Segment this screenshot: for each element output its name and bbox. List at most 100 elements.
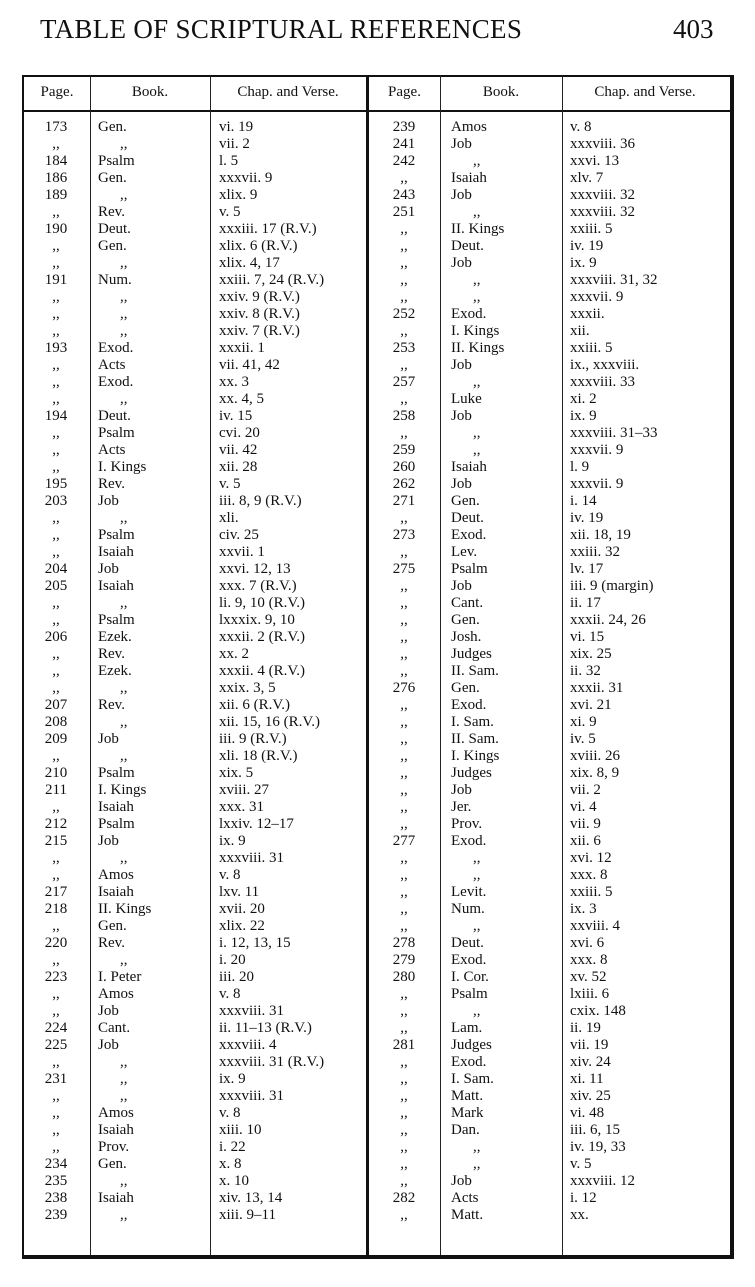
book-cell: Prov.: [98, 1139, 130, 1155]
chapter-verse-cell: vii. 2: [219, 136, 250, 152]
page-cell: 273: [392, 527, 416, 543]
chapter-verse-cell: xlix. 6 (R.V.): [219, 238, 298, 254]
chapter-verse-cell: iii. 6, 15: [570, 1122, 621, 1138]
page-cell: ,,: [52, 918, 60, 934]
page-cell: 190: [44, 221, 68, 237]
book-cell: Gen.: [98, 170, 127, 186]
book-cell: Deut.: [451, 510, 484, 526]
book-cell: Job: [98, 493, 119, 509]
page-cell: ,,: [400, 170, 408, 186]
header-chap-verse: Chap. and Verse.: [237, 84, 339, 100]
book-cell: I. Cor.: [451, 969, 489, 985]
chapter-verse-cell: vi. 48: [570, 1105, 605, 1121]
header-chap-verse: Chap. and Verse.: [594, 84, 696, 100]
chapter-verse-cell: xxxvii. 9: [219, 170, 273, 186]
book-cell: Jer.: [451, 799, 472, 815]
page-cell: ,,: [52, 289, 60, 305]
chapter-verse-cell: v. 8: [219, 986, 241, 1002]
chapter-verse-cell: v. 5: [570, 1156, 592, 1172]
chapter-verse-cell: iii. 20: [219, 969, 255, 985]
page-cell: ,,: [52, 799, 60, 815]
page-cell: 217: [44, 884, 68, 900]
page-cell: 276: [392, 680, 416, 696]
book-cell: Job: [98, 1037, 119, 1053]
book-cell: Judges: [451, 646, 492, 662]
book-cell: ,,: [473, 1003, 481, 1019]
page-cell: ,,: [400, 357, 408, 373]
book-cell: Job: [98, 561, 119, 577]
page-cell: 231: [44, 1071, 68, 1087]
book-cell: Gen.: [98, 1156, 127, 1172]
book-cell: ,,: [120, 306, 128, 322]
chapter-verse-cell: xxxii. 31: [570, 680, 624, 696]
page-cell: ,,: [400, 1173, 408, 1189]
book-cell: ,,: [473, 867, 481, 883]
page-cell: ,,: [400, 1088, 408, 1104]
chapter-verse-cell: xxx. 31: [219, 799, 264, 815]
book-cell: Job: [451, 255, 472, 271]
page-cell: ,,: [400, 850, 408, 866]
page-cell: ,,: [400, 1054, 408, 1070]
page-cell: 204: [44, 561, 68, 577]
book-cell: Isaiah: [451, 459, 487, 475]
header-book: Book.: [131, 84, 169, 100]
chapter-verse-cell: iv. 19: [570, 238, 604, 254]
book-cell: Job: [98, 833, 119, 849]
page-number: 403: [673, 14, 714, 44]
chapter-verse-cell: v. 8: [219, 867, 241, 883]
book-cell: Isaiah: [98, 1122, 134, 1138]
book-cell: Ezek.: [98, 663, 132, 679]
page-cell: 277: [392, 833, 416, 849]
chapter-verse-cell: xxxii. 2 (R.V.): [219, 629, 305, 645]
chapter-verse-cell: xxxviii. 31, 32: [570, 272, 658, 288]
book-cell: ,,: [473, 374, 481, 390]
page-cell: ,,: [400, 1156, 408, 1172]
chapter-verse-cell: ii. 19: [570, 1020, 601, 1036]
book-cell: Prov.: [451, 816, 483, 832]
chapter-verse-cell: xxiii. 5: [570, 884, 613, 900]
chapter-verse-cell: xxx. 7 (R.V.): [219, 578, 297, 594]
page-cell: 223: [44, 969, 68, 985]
page-cell: ,,: [400, 272, 408, 288]
chapter-verse-cell: ix. 9: [570, 408, 597, 424]
book-cell: ,,: [120, 187, 128, 203]
book-cell: Gen.: [98, 918, 127, 934]
page-cell: ,,: [52, 527, 60, 543]
chapter-verse-cell: xxiii. 7, 24 (R.V.): [219, 272, 325, 288]
page-cell: 279: [392, 952, 416, 968]
page-cell: 259: [392, 442, 416, 458]
chapter-verse-cell: xix. 25: [570, 646, 612, 662]
page-cell: 193: [44, 340, 68, 356]
page-cell: 260: [392, 459, 416, 475]
chapter-verse-cell: v. 5: [219, 204, 241, 220]
header-page: Page.: [40, 84, 74, 100]
chapter-verse-cell: lv. 17: [570, 561, 604, 577]
chapter-verse-cell: xx. 4, 5: [219, 391, 264, 407]
book-cell: Amos: [98, 1105, 134, 1121]
book-cell: ,,: [120, 680, 128, 696]
book-cell: Amos: [451, 119, 487, 135]
book-cell: Isaiah: [98, 578, 134, 594]
page-cell: 258: [392, 408, 416, 424]
book-cell: Dan.: [451, 1122, 480, 1138]
chapter-verse-cell: iii. 9 (margin): [570, 578, 654, 594]
page-cell: ,,: [52, 867, 60, 883]
book-cell: Judges: [451, 1037, 492, 1053]
page-cell: ,,: [52, 238, 60, 254]
page-cell: 280: [392, 969, 416, 985]
chapter-verse-cell: xli. 18 (R.V.): [219, 748, 298, 764]
book-cell: ,,: [120, 850, 128, 866]
page-cell: ,,: [52, 646, 60, 662]
page-cell: 251: [392, 204, 416, 220]
page-cell: 173: [44, 119, 68, 135]
page-cell: ,,: [52, 1139, 60, 1155]
book-cell: Exod.: [451, 306, 487, 322]
chapter-verse-cell: xvi. 21: [570, 697, 612, 713]
book-cell: I. Kings: [451, 323, 500, 339]
page-cell: ,,: [52, 850, 60, 866]
chapter-verse-cell: xxviii. 4: [570, 918, 621, 934]
chapter-verse-cell: xxxviii. 31: [219, 1088, 285, 1104]
page-cell: ,,: [400, 1071, 408, 1087]
chapter-verse-cell: xxxviii. 4: [219, 1037, 277, 1053]
book-cell: Isaiah: [98, 884, 134, 900]
